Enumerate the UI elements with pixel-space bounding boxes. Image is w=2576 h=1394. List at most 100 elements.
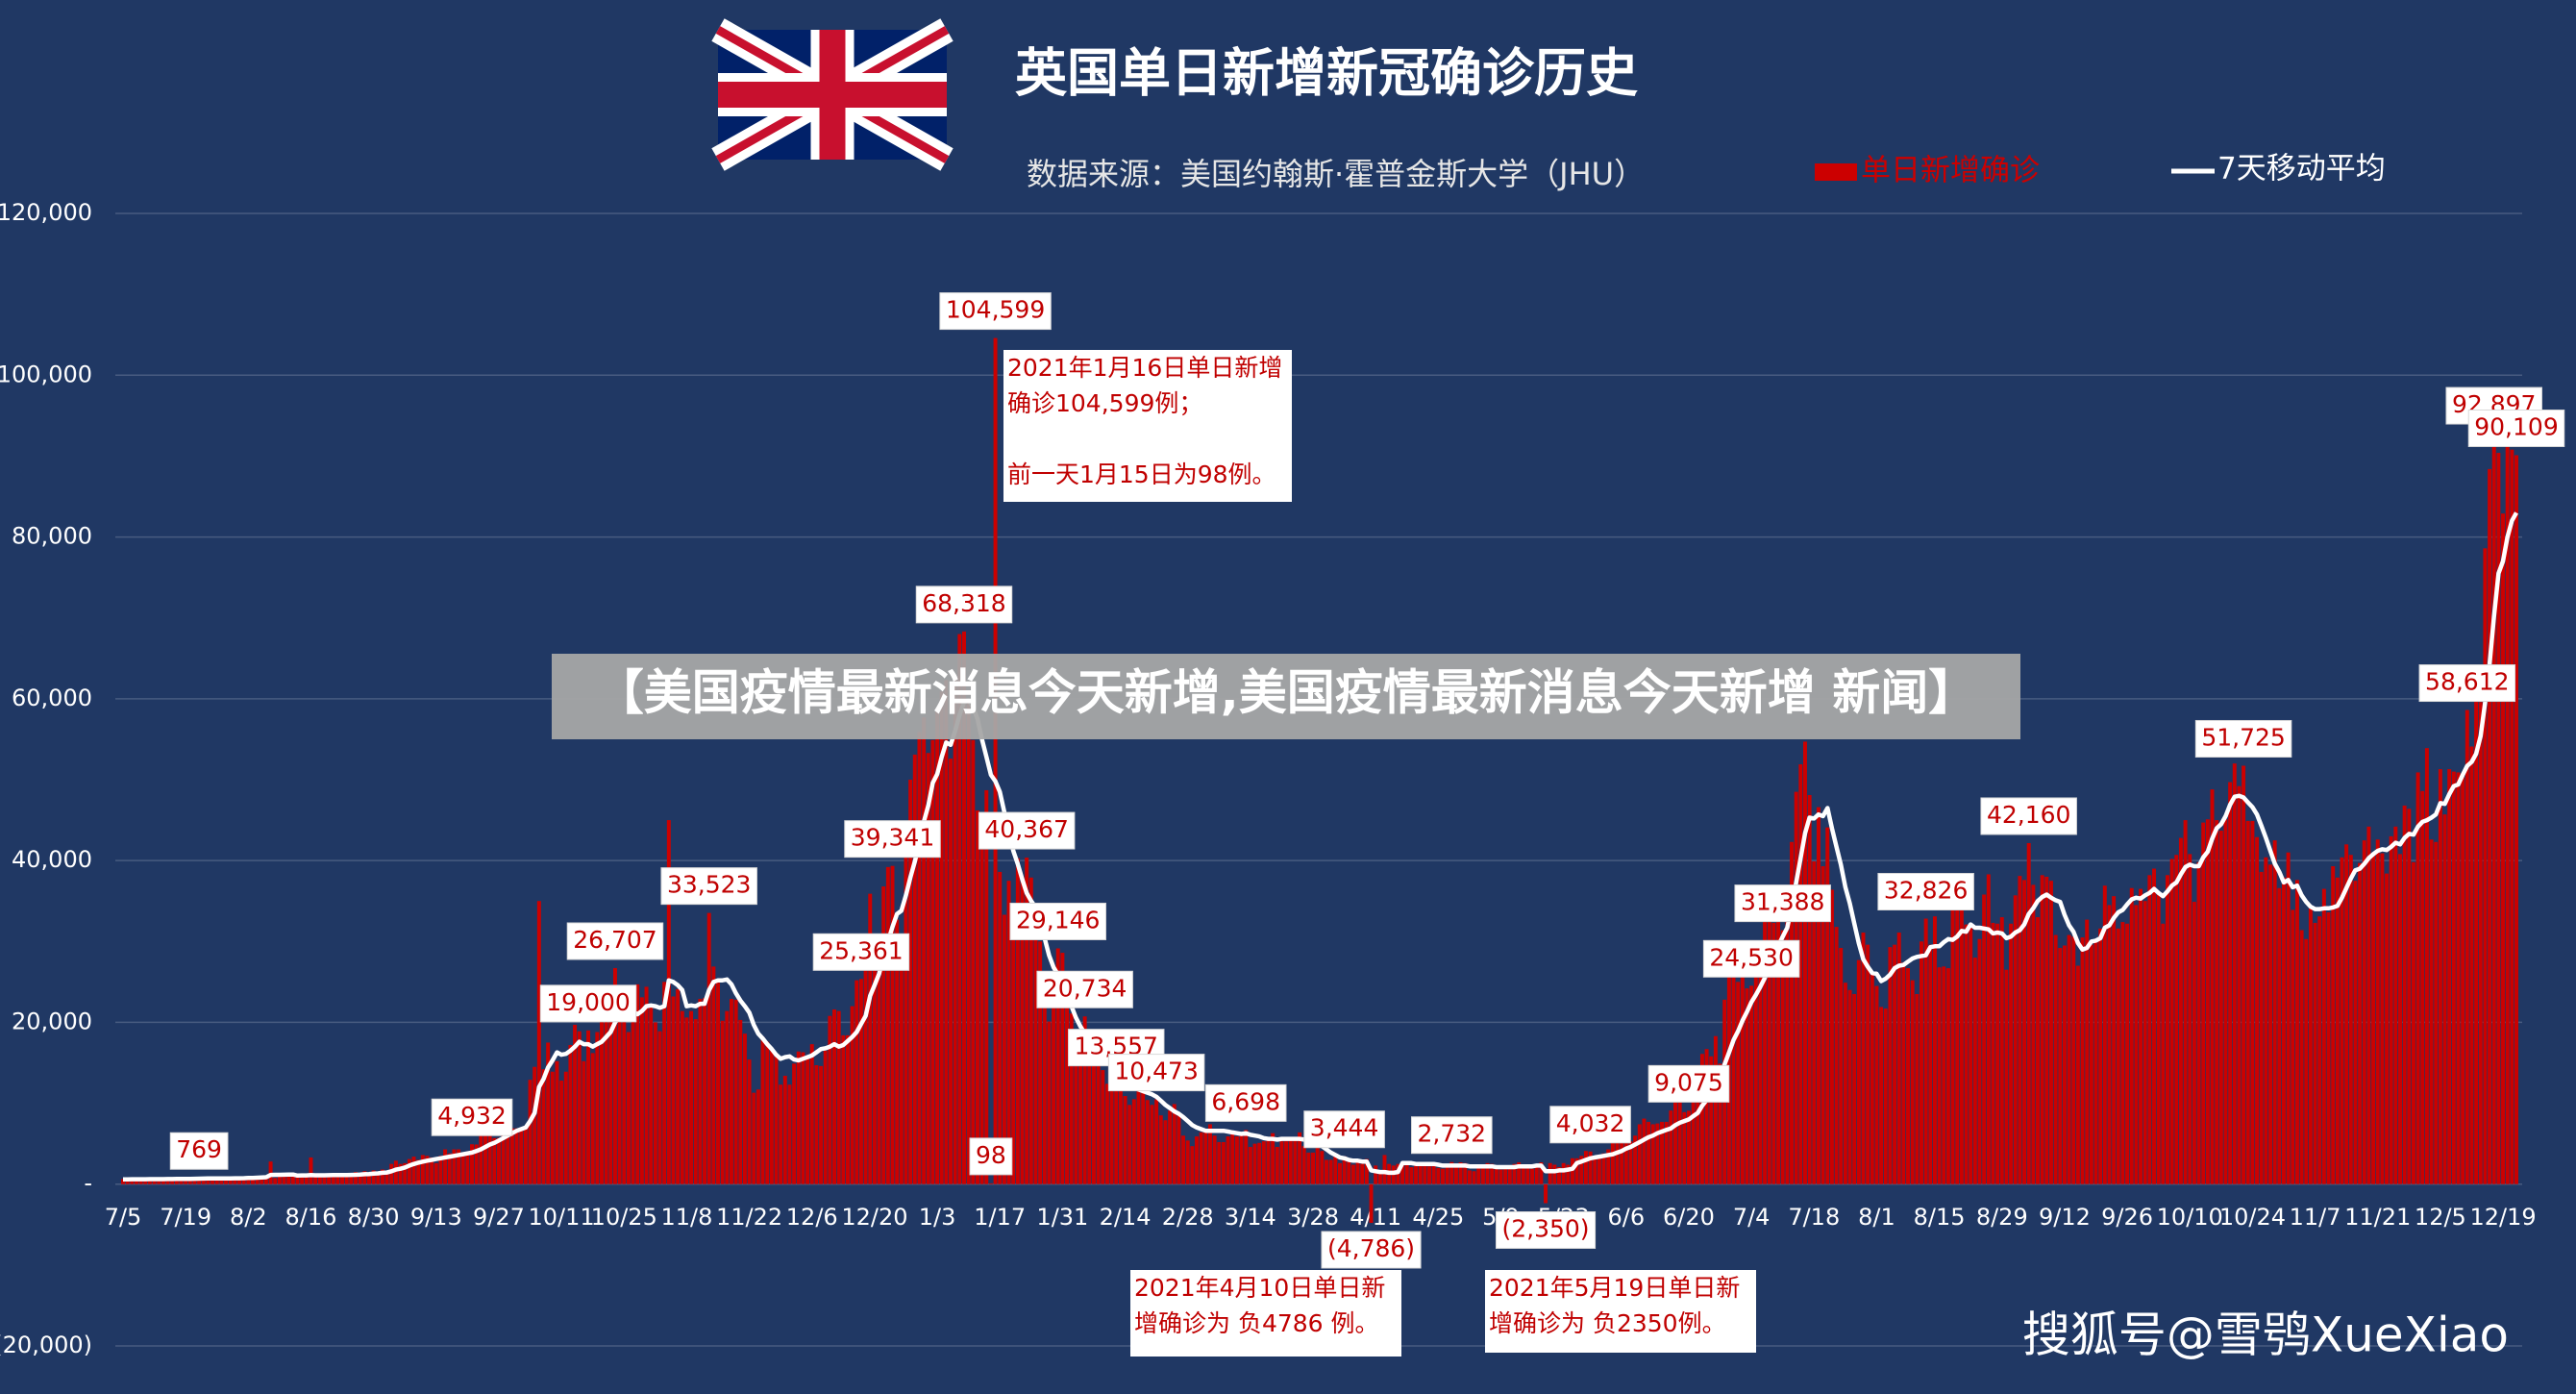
bar	[1699, 1054, 1704, 1184]
bar	[1879, 1007, 1884, 1184]
bar	[1298, 1132, 1302, 1184]
bar	[1950, 909, 1955, 1184]
bar	[1771, 922, 1776, 1184]
bar	[666, 820, 671, 1184]
bar	[1369, 1183, 1374, 1223]
bar	[2321, 888, 2326, 1184]
bar	[1011, 914, 1016, 1184]
bar	[1400, 1161, 1405, 1184]
bar	[2215, 820, 2219, 1184]
bar	[2371, 853, 2376, 1184]
bar	[354, 1172, 358, 1184]
bar	[742, 1033, 747, 1184]
bar	[1203, 1131, 1208, 1184]
bar	[2291, 909, 2295, 1184]
bar	[1449, 1161, 1454, 1184]
bar	[568, 1044, 573, 1184]
bar	[653, 1022, 657, 1184]
x-tick-label: 4/11	[1350, 1204, 1401, 1231]
bar	[586, 1030, 591, 1184]
bar	[2018, 876, 2022, 1184]
bar	[1704, 1049, 1709, 1184]
bar	[2411, 861, 2415, 1184]
bar	[2415, 772, 2420, 1184]
bar	[541, 1069, 546, 1184]
bar	[711, 966, 716, 1184]
bar	[1279, 1141, 1284, 1184]
bar	[2335, 877, 2340, 1184]
bar	[322, 1174, 327, 1184]
bar	[1476, 1167, 1481, 1184]
bar	[2326, 911, 2331, 1184]
annotation-text: 增确诊为 负2350例。	[1489, 1309, 1726, 1337]
bar	[1825, 827, 1830, 1184]
x-tick-label: 1/17	[974, 1204, 1026, 1231]
bar	[430, 1157, 434, 1184]
bar	[309, 1157, 313, 1184]
x-tick-label: 1/3	[919, 1204, 956, 1231]
bar	[1539, 1161, 1544, 1184]
bar	[1620, 1139, 1624, 1184]
data-label-box	[1877, 873, 1974, 911]
bar	[2491, 433, 2496, 1184]
x-tick-label: 2/28	[1162, 1204, 1214, 1231]
data-label-box	[1107, 1054, 1205, 1092]
bar	[496, 1137, 501, 1184]
bar	[1172, 1104, 1177, 1184]
bar	[1325, 1159, 1328, 1184]
bar	[2053, 934, 2058, 1184]
bar	[2259, 871, 2264, 1184]
bar	[1168, 1110, 1173, 1184]
bar	[877, 953, 881, 1184]
bar	[349, 1173, 354, 1184]
bar	[1288, 1140, 1293, 1184]
bar	[2483, 548, 2488, 1184]
bar	[600, 1011, 604, 1184]
data-label: 24,530	[1709, 943, 1793, 971]
bar	[855, 980, 859, 1184]
bar	[2013, 895, 2018, 1184]
bar	[2286, 852, 2291, 1184]
bar	[2272, 840, 2277, 1184]
data-label-box	[1411, 1116, 1493, 1155]
bar	[2098, 928, 2103, 1184]
bar	[1955, 887, 1960, 1184]
bar	[760, 1036, 765, 1184]
bar	[2496, 453, 2501, 1184]
bar	[1052, 991, 1056, 1184]
bar	[2438, 769, 2442, 1184]
bar	[2456, 772, 2461, 1184]
bar	[953, 678, 957, 1184]
bar	[612, 967, 617, 1184]
bar	[930, 739, 935, 1184]
bar	[2245, 820, 2250, 1184]
data-label: 68,318	[922, 589, 1005, 617]
bar	[384, 1173, 389, 1184]
bar	[1901, 962, 1906, 1184]
bar	[1861, 933, 1866, 1184]
bar	[1244, 1130, 1249, 1184]
x-tick-label: 6/20	[1663, 1204, 1715, 1231]
bar	[814, 1065, 819, 1184]
data-label-box	[939, 292, 1052, 331]
bar	[1633, 1135, 1638, 1184]
bar	[523, 1126, 528, 1184]
bar	[1337, 1162, 1342, 1184]
bar	[2228, 782, 2233, 1184]
bar	[260, 1177, 264, 1184]
bar	[1404, 1162, 1409, 1184]
bar	[832, 1008, 836, 1184]
data-label: 33,523	[667, 871, 751, 899]
bar	[1906, 968, 1911, 1184]
bar	[2147, 875, 2152, 1184]
bar	[447, 1153, 452, 1184]
bar	[1002, 914, 1006, 1184]
bar	[1928, 944, 1933, 1184]
bar	[2380, 853, 2385, 1184]
bar	[1158, 1115, 1163, 1184]
bar	[1570, 1158, 1574, 1184]
bar	[2139, 888, 2143, 1184]
bar	[165, 1178, 170, 1184]
bar	[1561, 1162, 1566, 1184]
data-label-box	[915, 585, 1013, 624]
